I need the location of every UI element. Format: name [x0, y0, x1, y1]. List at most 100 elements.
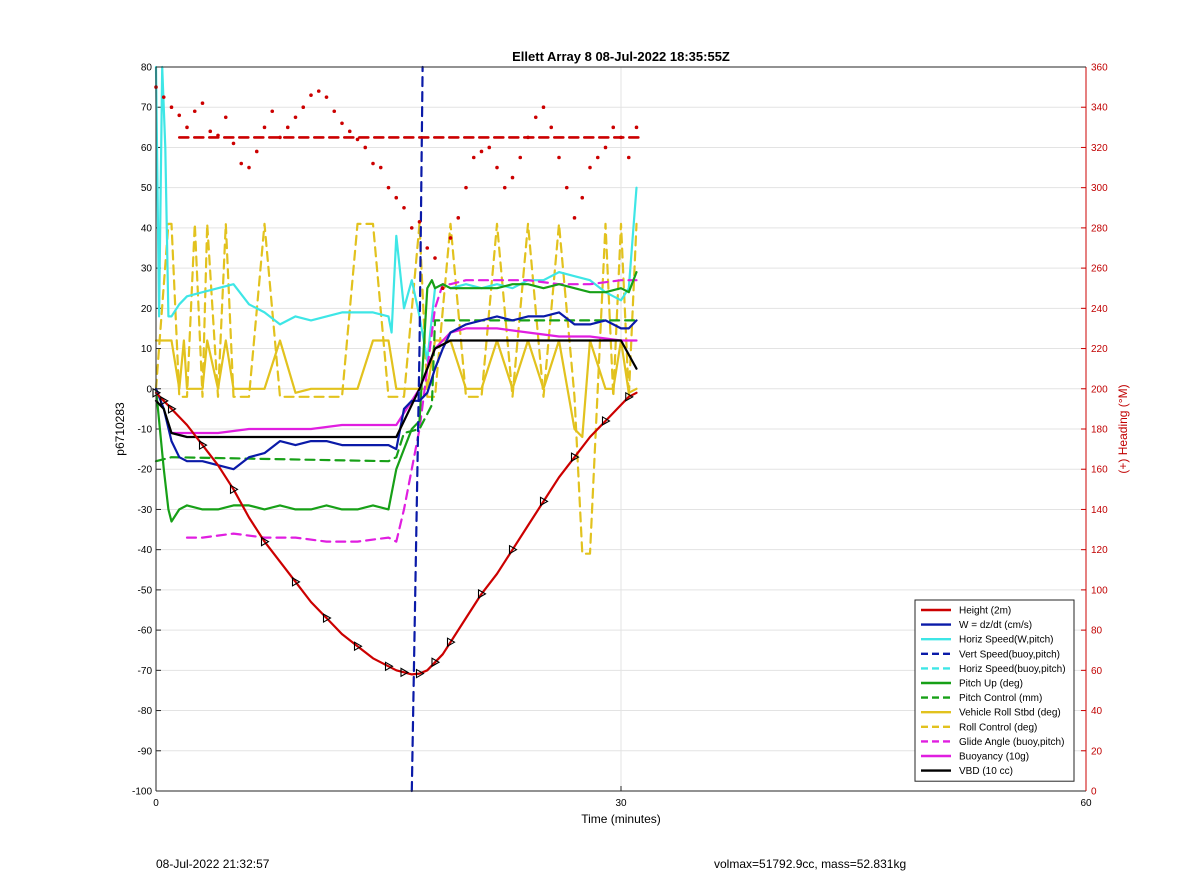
heading-point [316, 89, 321, 93]
y2-tick-label: 220 [1091, 344, 1108, 355]
chart-title: Ellett Array 8 08-Jul-2022 18:35:55Z [512, 49, 730, 64]
y-tick-label: 50 [141, 183, 153, 194]
y2-tick-label: 140 [1091, 505, 1108, 516]
heading-point [626, 155, 631, 160]
legend-label: Height (2m) [959, 606, 1011, 617]
heading-point [611, 125, 616, 130]
series-line-0 [154, 391, 638, 676]
heading-point [417, 220, 422, 224]
y2-tick-label: 260 [1091, 264, 1108, 275]
legend-label: Pitch Control (mm) [959, 693, 1042, 704]
height-direction-marker [291, 576, 301, 587]
series-line-1 [154, 311, 638, 471]
height-direction-marker [198, 440, 208, 451]
heading-point [169, 105, 174, 110]
height-direction-marker [353, 641, 363, 652]
height-direction-marker [625, 391, 634, 402]
height-direction-marker [539, 496, 549, 507]
heading-point [177, 113, 182, 118]
heading-point [262, 125, 267, 130]
legend-label: Buoyancy (10g) [959, 752, 1029, 763]
height-direction-marker [477, 588, 487, 599]
heading-point [564, 185, 569, 190]
series-line-2 [154, 65, 638, 362]
heading-point [402, 205, 406, 210]
series-line-11 [154, 339, 638, 439]
heading-point [518, 155, 523, 160]
series-line-7 [154, 339, 638, 439]
x-tick-label: 30 [615, 798, 627, 809]
y-tick-label: -100 [132, 787, 152, 798]
x-axis-label: Time (minutes) [581, 812, 661, 826]
heading-point [293, 115, 298, 120]
heading-point [208, 129, 213, 134]
legend-label: W = dz/dt (cm/s) [959, 620, 1032, 631]
y-tick-label: 20 [141, 304, 153, 315]
heading-point [510, 175, 515, 180]
y-tick-label: -60 [138, 626, 153, 637]
y2-tick-label: 40 [1091, 706, 1103, 717]
heading-point [603, 145, 608, 150]
heading-point [347, 129, 352, 134]
x-tick-label: 0 [153, 798, 159, 809]
heading-point [324, 95, 329, 99]
heading-point [487, 145, 492, 150]
legend-box [914, 599, 1075, 782]
y-tick-label: -90 [138, 746, 153, 757]
heading-point [309, 93, 313, 97]
height-direction-marker [508, 544, 518, 555]
y-tick-label: -40 [138, 545, 153, 556]
legend-label: Horiz Speed(W,pitch) [959, 635, 1053, 646]
legend-label: VBD (10 cc) [959, 766, 1013, 777]
y2-tick-label: 0 [1091, 787, 1097, 798]
series-line-6 [154, 319, 638, 463]
y2-tick-label: 120 [1091, 545, 1108, 556]
heading-point [440, 286, 445, 291]
heading-point [557, 155, 561, 160]
y2-tick-label: 280 [1091, 223, 1108, 234]
y2-tick-label: 300 [1091, 183, 1108, 194]
legend-label: Horiz Speed(buoy,pitch) [959, 664, 1066, 675]
legend-label: Roll Control (deg) [959, 722, 1037, 733]
series-line-3 [410, 65, 424, 793]
heading-point [634, 125, 639, 130]
height-direction-marker [160, 395, 169, 406]
heading-point [526, 135, 530, 140]
x-tick-label: 60 [1080, 798, 1092, 809]
y-tick-label: -10 [138, 425, 153, 436]
heading-point [363, 145, 368, 150]
heading-point [231, 141, 236, 146]
footer-timestamp: 08-Jul-2022 21:32:57 [156, 857, 270, 871]
y2-tick-label: 60 [1091, 666, 1103, 677]
height-direction-marker [322, 613, 332, 623]
y2-tick-label: 180 [1091, 425, 1108, 436]
heading-point [619, 135, 623, 140]
heading-point [355, 137, 360, 142]
y-tick-label: -80 [138, 706, 153, 717]
heading-point [464, 185, 468, 190]
axes: -100-90-80-70-60-50-40-30-20-10010203040… [132, 63, 1108, 810]
heading-point [394, 195, 399, 200]
heading-point [247, 165, 251, 170]
legend: Height (2m) W = dz/dt (cm/s) Horiz Speed(W… [914, 599, 1075, 782]
footer-mass-info: volmax=51792.9cc, mass=52.831kg [714, 857, 906, 871]
height-direction-marker [384, 661, 394, 672]
heading-point [588, 165, 592, 170]
heading-point [433, 256, 437, 260]
y-tick-label: -50 [138, 585, 153, 596]
legend-label: Vert Speed(buoy,pitch) [959, 649, 1060, 660]
y-tick-label: 10 [141, 344, 153, 355]
y-tick-label: 70 [141, 103, 153, 114]
heading-point [502, 185, 507, 190]
heading-point [549, 125, 554, 130]
heading-point [216, 133, 220, 138]
series-group [152, 65, 646, 793]
height-direction-marker [431, 657, 441, 668]
legend-label: Glide Angle (buoy,pitch) [959, 737, 1064, 748]
heading-point [456, 216, 461, 220]
y2-tick-label: 340 [1091, 103, 1108, 114]
series-line-8 [154, 222, 638, 555]
heading-point [223, 115, 228, 120]
heading-point [471, 155, 476, 160]
